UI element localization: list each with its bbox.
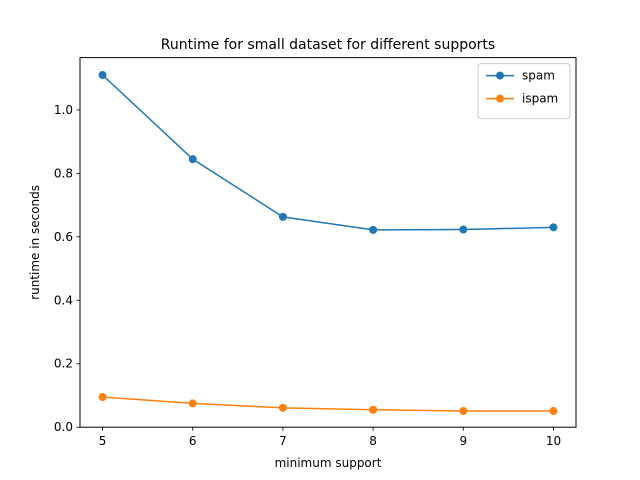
y-tick-label: 0.0 (54, 420, 73, 434)
data-point-spam (278, 212, 287, 221)
y-tick-label: 0.6 (54, 230, 73, 244)
data-point-ispam (98, 393, 107, 402)
x-tick-label: 5 (99, 434, 107, 448)
data-point-spam (98, 71, 107, 80)
x-axis: 5 6 7 8 9 10 (99, 427, 561, 448)
series-line-spam (102, 74, 554, 231)
data-point-ispam (369, 405, 378, 414)
x-tick-label: 9 (459, 434, 467, 448)
y-tick-label: 0.2 (54, 357, 73, 371)
y-tick-label: 1.0 (54, 103, 73, 117)
y-tick-label: 0.4 (54, 293, 73, 307)
chart-title: Runtime for small dataset for different … (161, 37, 495, 53)
x-tick-label: 7 (279, 434, 287, 448)
plot-area (98, 71, 558, 416)
x-tick-label: 8 (369, 434, 377, 448)
data-point-spam (369, 225, 378, 234)
data-point-spam (188, 155, 197, 164)
series-line-ispam (102, 396, 554, 412)
data-point-spam (459, 225, 468, 234)
y-axis: 0.0 0.2 0.4 0.6 0.8 1.0 (54, 103, 80, 434)
data-point-ispam (278, 403, 287, 412)
data-point-ispam (549, 407, 558, 416)
legend-label-ispam: ispam (522, 92, 558, 106)
data-point-ispam (459, 407, 468, 416)
data-point-spam (549, 223, 558, 232)
data-point-ispam (188, 399, 197, 408)
legend: spam ispam (477, 63, 571, 120)
x-tick-label: 10 (546, 434, 561, 448)
x-tick-label: 6 (189, 434, 197, 448)
legend-marker-ispam (496, 94, 504, 103)
y-axis-label: runtime in seconds (28, 185, 42, 300)
x-axis-label: minimum support (275, 456, 382, 470)
y-tick-label: 0.8 (54, 166, 73, 180)
legend-label-spam: spam (522, 69, 555, 83)
axes-frame (79, 57, 577, 428)
legend-marker-spam (496, 71, 504, 80)
